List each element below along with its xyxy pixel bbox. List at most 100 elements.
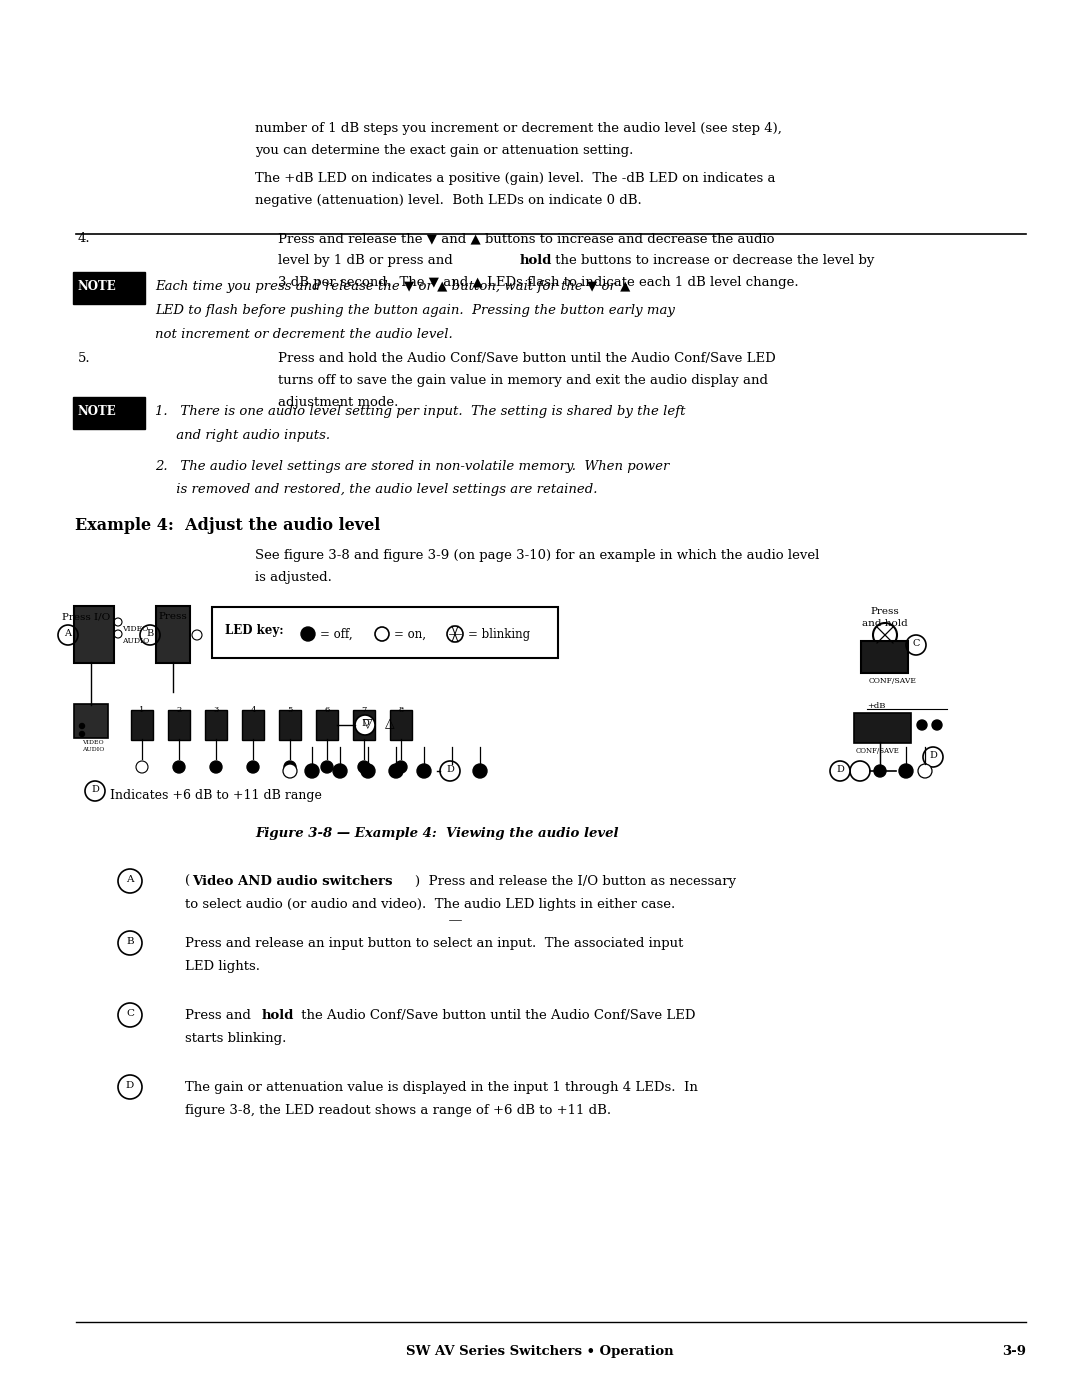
Circle shape xyxy=(831,761,850,781)
FancyBboxPatch shape xyxy=(861,641,908,673)
FancyBboxPatch shape xyxy=(73,397,145,429)
Circle shape xyxy=(283,764,297,778)
Text: C: C xyxy=(126,1009,134,1018)
Text: Example 4:  Adjust the audio level: Example 4: Adjust the audio level xyxy=(75,517,380,534)
Circle shape xyxy=(445,764,459,778)
Text: Press and: Press and xyxy=(185,1009,255,1023)
Circle shape xyxy=(85,781,105,800)
Text: LED lights.: LED lights. xyxy=(185,960,260,972)
Text: number of 1 dB steps you increment or decrement the audio level (see step 4),: number of 1 dB steps you increment or de… xyxy=(255,122,782,136)
Text: the Audio Conf/Save button until the Audio Conf/Save LED: the Audio Conf/Save button until the Aud… xyxy=(297,1009,696,1023)
Text: and hold: and hold xyxy=(862,619,908,629)
Circle shape xyxy=(417,764,431,778)
Text: NOTE: NOTE xyxy=(77,405,116,418)
Text: AUDIO: AUDIO xyxy=(82,747,105,752)
Text: 6: 6 xyxy=(324,705,329,714)
Circle shape xyxy=(899,764,913,778)
Text: Press I/O: Press I/O xyxy=(62,612,110,622)
Text: B: B xyxy=(126,937,134,946)
Text: Press and release the ▼ and ▲ buttons to increase and decrease the audio: Press and release the ▼ and ▲ buttons to… xyxy=(278,232,774,244)
FancyBboxPatch shape xyxy=(75,606,114,664)
Text: D: D xyxy=(91,785,99,793)
Text: you can determine the exact gain or attenuation setting.: you can determine the exact gain or atte… xyxy=(255,144,633,156)
FancyBboxPatch shape xyxy=(205,710,227,740)
Circle shape xyxy=(874,766,886,777)
FancyBboxPatch shape xyxy=(75,704,108,738)
Text: +dB: +dB xyxy=(867,703,886,710)
Text: 7: 7 xyxy=(362,705,367,714)
Text: C: C xyxy=(913,638,920,648)
Text: 5: 5 xyxy=(287,705,293,714)
Circle shape xyxy=(301,627,315,641)
Text: CONF/SAVE: CONF/SAVE xyxy=(868,678,916,685)
Text: not increment or decrement the audio level.: not increment or decrement the audio lev… xyxy=(156,328,453,341)
Text: Figure 3-8 — Example 4:  Viewing the audio level: Figure 3-8 — Example 4: Viewing the audi… xyxy=(255,827,619,840)
FancyBboxPatch shape xyxy=(353,710,375,740)
Text: and right audio inputs.: and right audio inputs. xyxy=(156,429,330,441)
Text: negative (attenuation) level.  Both LEDs on indicate 0 dB.: negative (attenuation) level. Both LEDs … xyxy=(255,194,642,207)
Text: the buttons to increase or decrease the level by: the buttons to increase or decrease the … xyxy=(551,254,875,267)
Circle shape xyxy=(361,764,375,778)
Text: hold: hold xyxy=(519,254,552,267)
Text: figure 3-8, the LED readout shows a range of +6 dB to +11 dB.: figure 3-8, the LED readout shows a rang… xyxy=(185,1104,611,1118)
FancyBboxPatch shape xyxy=(168,710,190,740)
Text: to select audio (or audio and video).  The audio LED lights in either case.: to select audio (or audio and video). Th… xyxy=(185,898,675,911)
Circle shape xyxy=(357,761,370,773)
Text: adjustment mode.: adjustment mode. xyxy=(278,395,399,409)
Text: VIDEO: VIDEO xyxy=(82,740,104,745)
Text: △: △ xyxy=(384,717,394,731)
Circle shape xyxy=(173,761,185,773)
Circle shape xyxy=(440,761,460,781)
FancyBboxPatch shape xyxy=(390,710,411,740)
Text: A: A xyxy=(65,629,71,638)
Circle shape xyxy=(80,732,84,736)
Circle shape xyxy=(473,764,487,778)
Circle shape xyxy=(355,715,375,735)
Circle shape xyxy=(136,761,148,773)
FancyBboxPatch shape xyxy=(156,606,190,664)
Text: A: A xyxy=(126,875,134,884)
Text: hold: hold xyxy=(262,1009,295,1023)
FancyBboxPatch shape xyxy=(73,272,145,305)
Circle shape xyxy=(932,719,942,731)
Text: Press: Press xyxy=(158,612,187,622)
Circle shape xyxy=(447,626,463,643)
Text: LED to flash before pushing the button again.  Pressing the button early may: LED to flash before pushing the button a… xyxy=(156,305,675,317)
Text: 3: 3 xyxy=(214,705,218,714)
Circle shape xyxy=(305,764,319,778)
Circle shape xyxy=(850,761,870,781)
Text: The gain or attenuation value is displayed in the input 1 through 4 LEDs.  In: The gain or attenuation value is display… xyxy=(185,1081,698,1094)
Text: 5.: 5. xyxy=(78,352,91,365)
Text: Indicates +6 dB to +11 dB range: Indicates +6 dB to +11 dB range xyxy=(110,789,322,802)
FancyBboxPatch shape xyxy=(316,710,338,740)
Text: CONF/SAVE: CONF/SAVE xyxy=(856,747,900,754)
Text: is adjusted.: is adjusted. xyxy=(255,571,332,584)
FancyBboxPatch shape xyxy=(242,710,264,740)
Text: D: D xyxy=(929,752,937,760)
Text: B: B xyxy=(147,629,153,638)
Text: 4.: 4. xyxy=(78,232,91,244)
Text: (: ( xyxy=(185,875,190,888)
Text: 4: 4 xyxy=(251,705,256,714)
Text: Press and hold the Audio Conf/Save button until the Audio Conf/Save LED: Press and hold the Audio Conf/Save butto… xyxy=(278,352,775,365)
Circle shape xyxy=(923,747,943,767)
Text: is removed and restored, the audio level settings are retained.: is removed and restored, the audio level… xyxy=(156,483,597,496)
Text: ▽: ▽ xyxy=(363,717,373,731)
Text: Press: Press xyxy=(870,608,900,616)
Text: = off,: = off, xyxy=(320,629,353,641)
Text: 2.   The audio level settings are stored in non-volatile memory.  When power: 2. The audio level settings are stored i… xyxy=(156,460,670,474)
Text: = blinking: = blinking xyxy=(468,629,530,641)
Text: The +dB LED on indicates a positive (gain) level.  The -dB LED on indicates a: The +dB LED on indicates a positive (gai… xyxy=(255,172,775,184)
Text: Press and release an input button to select an input.  The associated input: Press and release an input button to sel… xyxy=(185,937,684,950)
Circle shape xyxy=(210,761,222,773)
Circle shape xyxy=(918,764,932,778)
Text: NOTE: NOTE xyxy=(77,279,116,293)
Text: 2: 2 xyxy=(176,705,181,714)
Text: D: D xyxy=(836,766,843,774)
Circle shape xyxy=(395,761,407,773)
Circle shape xyxy=(247,761,259,773)
Circle shape xyxy=(375,627,389,641)
Text: AUDIO: AUDIO xyxy=(122,637,149,645)
Text: 3 dB per second.  The ▼ and ▲ LEDs flash to indicate each 1 dB level change.: 3 dB per second. The ▼ and ▲ LEDs flash … xyxy=(278,277,798,289)
Circle shape xyxy=(389,764,403,778)
